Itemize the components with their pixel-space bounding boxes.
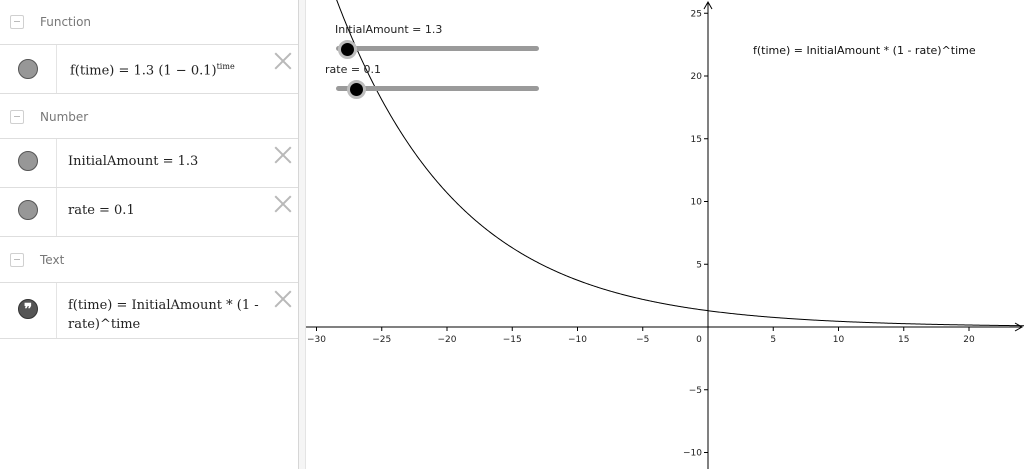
algebra-row-function[interactable]: f(time) = 1.3 (1 − 0.1)time [0,44,298,94]
collapse-toggle-icon[interactable] [10,253,24,267]
text-definition[interactable]: f(time) = InitialAmount * (1 - rate)^tim… [68,296,259,334]
visibility-toggle-icon[interactable] [18,59,38,79]
category-number[interactable]: Number [0,95,298,139]
text-line-1: f(time) = InitialAmount * (1 - [68,298,259,313]
algebra-row-rate[interactable]: rate = 0.1 [0,187,298,237]
delete-icon[interactable] [274,52,292,70]
slider-initial-amount-label: InitialAmount = 1.3 [335,23,443,36]
text-line-2: rate)^time [68,317,141,332]
visibility-toggle-icon[interactable] [18,151,38,171]
algebra-row-text[interactable]: ❞ f(time) = InitialAmount * (1 - rate)^t… [0,282,298,339]
function-curve[interactable] [320,0,1024,327]
initial-amount-definition[interactable]: InitialAmount = 1.3 [68,154,199,169]
algebra-row-initial-amount[interactable]: InitialAmount = 1.3 [0,138,298,188]
view-divider[interactable] [298,0,306,469]
category-label: Text [40,253,65,267]
y-axis-arrow [703,0,713,10]
delete-icon[interactable] [274,195,292,213]
x-tick-label: −15 [503,335,522,345]
category-function[interactable]: Function [0,0,298,44]
slider-rate-knob[interactable] [347,80,367,99]
y-tick-label: 25 [691,9,702,19]
function-definition[interactable]: f(time) = 1.3 (1 − 0.1)time [70,62,235,78]
origin-label: 0 [696,335,702,345]
graph-canvas[interactable]: −30 −25 −20 −15 −10 −5 5 10 15 20 0 −10 −5 5 10 15 20 25 [306,0,1024,469]
slider-rate-label: rate = 0.1 [325,63,382,76]
x-tick-label: −30 [307,335,326,345]
quote-glyph: ❞ [23,300,33,318]
y-tick-label: 10 [691,198,703,208]
y-tick-label: 20 [691,72,703,82]
y-tick-label: 15 [691,135,702,145]
slider-rate-track[interactable] [336,86,539,91]
delete-icon[interactable] [274,290,292,308]
x-tick-label: −25 [372,335,391,345]
x-tick-label: 10 [833,335,845,345]
marble-cell: ❞ [0,283,57,338]
marble-cell [0,139,57,187]
x-tick-label: −10 [568,335,587,345]
slider-initial-amount-knob[interactable] [337,40,357,59]
y-tick-label: −5 [689,386,702,396]
category-label: Number [40,110,89,124]
x-tick-label: 15 [898,335,909,345]
x-tick-label: 5 [770,335,776,345]
algebra-view: Function f(time) = 1.3 (1 − 0.1)time Num… [0,0,298,469]
slider-initial-amount-track[interactable] [336,46,539,51]
rate-definition[interactable]: rate = 0.1 [68,203,135,218]
category-label: Function [40,15,92,29]
graphics-view[interactable]: −30 −25 −20 −15 −10 −5 5 10 15 20 0 −10 −5 5 10 15 20 25 … [306,0,1024,469]
x-tick-label: 20 [963,335,975,345]
quote-icon[interactable]: ❞ [18,299,38,319]
x-tick-label: −5 [636,335,649,345]
tick-labels: −30 −25 −20 −15 −10 −5 5 10 15 20 0 −10 −5 5 10 15 20 25 [307,9,975,458]
x-axis-arrow [1014,322,1024,332]
tick-marks [316,12,970,453]
category-text[interactable]: Text [0,238,298,282]
collapse-toggle-icon[interactable] [10,110,24,124]
marble-cell [0,188,57,236]
y-tick-label: −10 [683,449,702,459]
function-exponent: time [216,62,235,71]
collapse-toggle-icon[interactable] [10,15,24,29]
function-expression: f(time) = 1.3 (1 − 0.1) [70,63,217,79]
axes [306,0,1024,469]
x-tick-label: −20 [438,335,457,345]
marble-cell [0,45,57,93]
visibility-toggle-icon[interactable] [18,200,38,220]
delete-icon[interactable] [274,146,292,164]
formula-text-label[interactable]: f(time) = InitialAmount * (1 - rate)^tim… [753,44,976,57]
y-tick-label: 5 [696,260,702,270]
